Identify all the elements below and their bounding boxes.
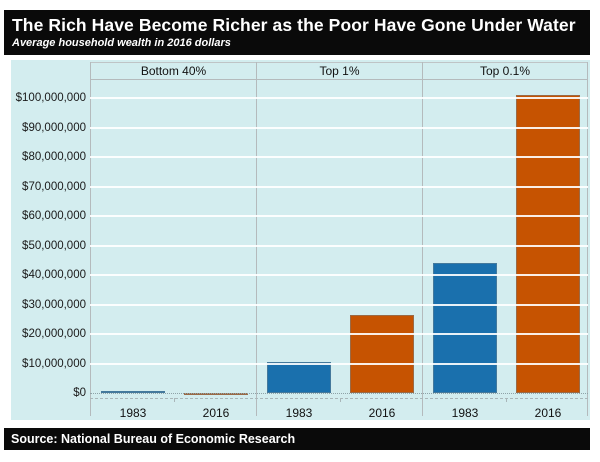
panel-top-1-: Top 1% 1983 2016	[256, 62, 422, 420]
y-tick-label: $10,000,000	[22, 358, 86, 370]
x-tick-label: 1983	[119, 406, 147, 420]
gridline	[90, 127, 588, 129]
panel-header-label: Top 1%	[257, 62, 422, 80]
y-tick-label: $0	[73, 387, 86, 399]
gridline	[90, 363, 588, 365]
bar-panels: Bottom 40% 1983 2016 Top 1% 1983 2016 Top 0.1%…	[90, 62, 588, 420]
gridline	[90, 97, 588, 99]
axis-tick	[506, 398, 507, 402]
panel-header-label: Top 0.1%	[423, 62, 587, 80]
y-tick-label: $100,000,000	[15, 92, 86, 104]
axis-tick	[174, 398, 175, 402]
panel-top-0-1-: Top 0.1% 1983 2016	[422, 62, 588, 420]
y-tick-label: $60,000,000	[22, 210, 86, 222]
chart-subtitle: Average household wealth in 2016 dollars	[12, 37, 231, 49]
x-tick-label: 2016	[534, 406, 562, 420]
x-tick-label: 1983	[451, 406, 479, 420]
gridline	[90, 215, 588, 217]
gridline	[90, 333, 588, 335]
bar-1983-bottom-40-	[101, 391, 165, 393]
x-tick-label: 2016	[202, 406, 230, 420]
y-tick-label: $70,000,000	[22, 181, 86, 193]
gridline	[90, 186, 588, 188]
y-tick-label: $20,000,000	[22, 328, 86, 340]
bar-1983-top-0-1-	[433, 263, 497, 393]
chart-title-bar: The Rich Have Become Richer as the Poor …	[4, 10, 590, 55]
panel-header-label: Bottom 40%	[91, 62, 256, 80]
page-title: The Rich Have Become Richer as the Poor …	[12, 15, 576, 35]
y-tick-label: $30,000,000	[22, 299, 86, 311]
gridline	[90, 156, 588, 158]
source-text: Source: National Bureau of Economic Rese…	[11, 432, 296, 446]
chart-plot-area: $0 $10,000,000 $20,000,000 $30,000,000 $40,0…	[11, 60, 590, 420]
zero-axis-line	[90, 393, 588, 394]
gridline	[90, 304, 588, 306]
bar-2016-top-0-1-	[516, 95, 580, 393]
bar-2016-top-1-	[350, 315, 414, 393]
bar-1983-top-1-	[267, 362, 331, 393]
x-axis-line	[90, 398, 588, 399]
y-tick-label: $90,000,000	[22, 122, 86, 134]
y-tick-label: $40,000,000	[22, 269, 86, 281]
axis-tick	[340, 398, 341, 402]
source-bar: Source: National Bureau of Economic Rese…	[4, 428, 590, 450]
x-tick-label: 2016	[368, 406, 396, 420]
x-tick-label: 1983	[285, 406, 313, 420]
gridline	[90, 245, 588, 247]
gridline	[90, 274, 588, 276]
panel-bottom-40-: Bottom 40% 1983 2016	[90, 62, 256, 420]
y-tick-label: $80,000,000	[22, 151, 86, 163]
y-tick-label: $50,000,000	[22, 240, 86, 252]
